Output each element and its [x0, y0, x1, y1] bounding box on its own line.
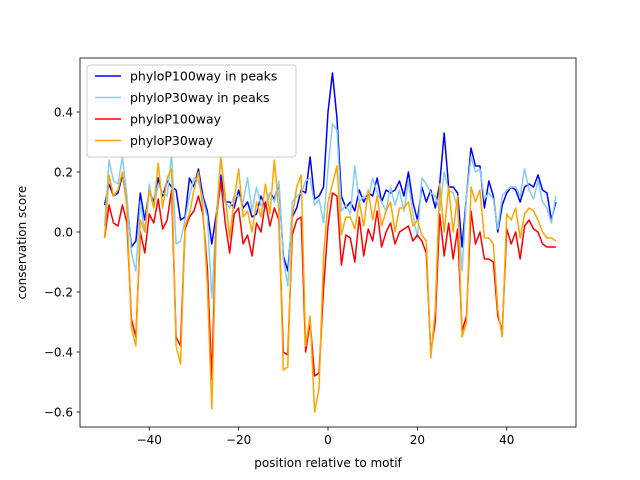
series-layer	[103, 72, 557, 413]
x-axis-label: position relative to motif	[254, 456, 402, 470]
y-axis-label: conservation score	[15, 186, 29, 300]
x-axis-ticks: −40 −20 0 20 40	[137, 427, 514, 447]
y-tick-label: 0.2	[54, 165, 73, 179]
legend-box	[86, 64, 297, 158]
y-tick-label: −0.4	[44, 345, 73, 359]
x-tick-label: −20	[226, 433, 251, 447]
series-line-4	[103, 156, 557, 413]
y-axis-ticks: −0.6 −0.4 −0.2 0.0 0.2 0.4	[44, 105, 80, 419]
y-tick-label: 0.0	[54, 225, 73, 239]
legend: phyloP100way in peaks phyloP30way in peak…	[86, 64, 297, 158]
legend-label: phyloP100way in peaks	[130, 69, 277, 84]
series-line-2	[103, 123, 557, 299]
x-tick-label: −40	[137, 433, 162, 447]
x-tick-label: 0	[324, 433, 332, 447]
x-tick-label: 40	[499, 433, 514, 447]
series-line-3	[103, 180, 556, 380]
y-tick-label: −0.6	[44, 405, 73, 419]
legend-label: phyloP30way in peaks	[130, 90, 269, 105]
y-tick-label: −0.2	[44, 285, 73, 299]
legend-label: phyloP30way	[130, 133, 214, 148]
x-tick-label: 20	[410, 433, 425, 447]
y-tick-label: 0.4	[54, 105, 73, 119]
legend-label: phyloP100way	[130, 112, 222, 127]
